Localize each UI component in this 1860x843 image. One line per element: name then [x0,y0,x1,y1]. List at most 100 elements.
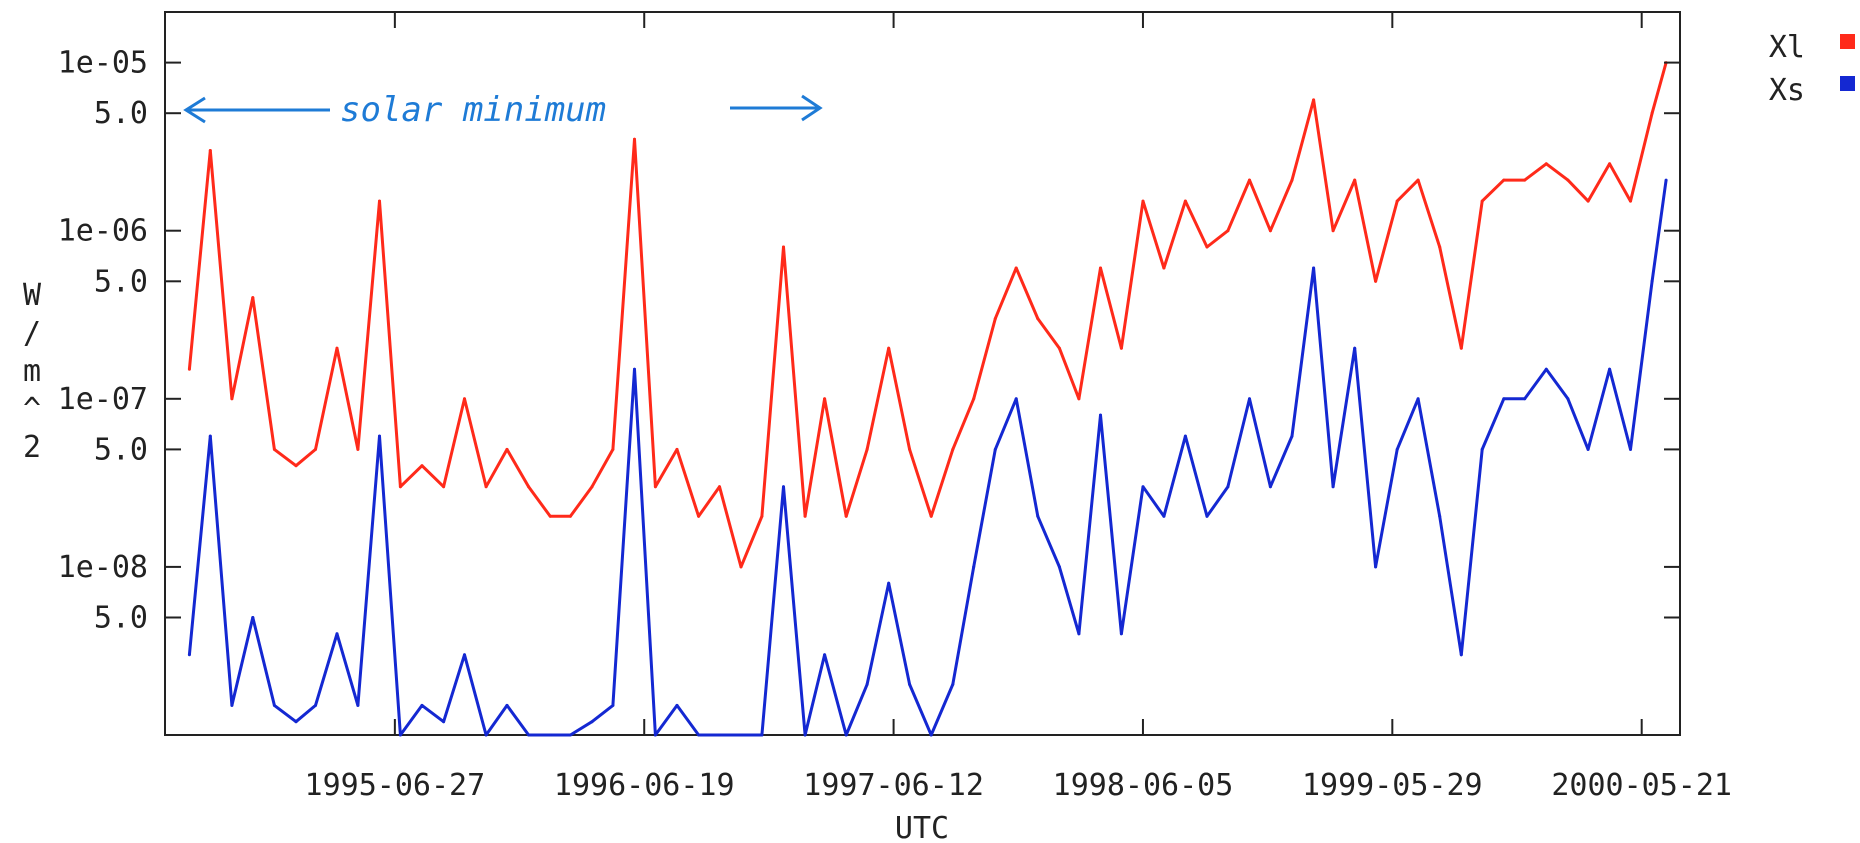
series-point-xl [1353,178,1357,182]
series-point-xs [718,733,721,737]
series-layer [187,61,1668,737]
series-point-xs [1014,397,1018,401]
series-point-xl [675,447,679,451]
x-axis-label: UTC [895,811,949,843]
series-point-xl [484,485,488,489]
series-point-xs [1036,514,1040,518]
series-point-xl [208,149,212,152]
series-point-xl [1099,266,1102,270]
y-tick-label: 5.0 [94,432,148,467]
series-point-xl [1480,199,1484,203]
series-point-xs [568,733,572,737]
series-point-xl [633,137,636,141]
series-point-xs [442,720,446,724]
x-tick-label: 1999-05-29 [1302,768,1483,803]
series-point-xs [230,703,234,707]
series-point-xl [1438,245,1442,249]
y-axis-label-char: ^ [23,392,41,427]
series-point-xs [505,703,509,707]
series-point-xs [1395,447,1399,451]
series-point-xs [993,447,997,451]
series-point-xl [230,397,234,401]
series-point-xl [527,485,531,489]
series-point-xs [1502,397,1506,401]
series-point-xs [314,703,317,707]
series-point-xl [1374,279,1378,283]
series-point-xs [272,703,276,707]
series-point-xs [782,485,785,489]
y-axis-label-char: W [23,278,42,313]
series-point-xl [548,514,552,518]
y-tick-label: 5.0 [94,601,148,636]
series-point-xl [1290,178,1294,182]
y-axis-label: W/m^2 [23,278,42,465]
series-point-xs [1416,397,1420,401]
series-point-xl [590,485,594,489]
series-point-xs [1544,367,1548,371]
series-point-xl [398,485,402,489]
series-point-xl [760,514,764,518]
series-point-xs [1353,346,1357,350]
x-tick-label: 1996-06-19 [554,768,735,803]
series-point-xs [887,581,891,585]
series-point-xl [697,514,701,518]
series-point-xs [697,733,701,737]
series-point-xl [718,485,721,489]
series-point-xs [527,733,531,737]
series-point-xl [187,367,191,371]
series-point-xs [356,703,360,707]
series-point-xl [739,565,743,569]
series-point-xs [1331,485,1335,489]
series-point-xl [1226,229,1230,233]
series-point-xl [1629,199,1632,203]
series-point-xl [844,514,848,518]
series-point-xl [1183,199,1187,203]
series-point-xs [335,632,339,636]
legend-swatch-xs [1840,76,1855,91]
series-point-xs [1099,413,1102,417]
series-point-xs [760,733,764,737]
series-point-xs [294,720,298,724]
series-point-xs [1226,485,1230,489]
y-tick-label: 1e-08 [58,550,148,585]
x-tick-label: 1998-06-05 [1053,768,1234,803]
series-point-xl [908,447,912,451]
series-point-xl [993,317,997,321]
series-point-xs [548,733,552,737]
series-point-xl [1141,199,1145,203]
y-axis-label-char: m [23,354,41,389]
series-point-xl [251,296,255,300]
series-point-xs [1119,632,1123,636]
series-point-xs [908,682,912,686]
x-axis: 1995-06-27 1996-06-19 1997-06-12 1998-06-05… [305,12,1732,803]
y-tick-label: 1e-06 [58,214,148,249]
solar-minimum-annotation: solar minimum [183,90,823,130]
y-tick-label: 1e-07 [58,382,148,417]
series-point-xs [1290,434,1294,438]
series-point-xs [251,616,255,619]
series-point-xs [1650,279,1654,283]
series-point-xs [972,565,976,569]
x-tick-label: 1995-06-27 [305,768,486,803]
series-point-xs [951,682,955,686]
series-point-xs [1162,514,1166,518]
series-point-xs [739,733,743,737]
series-point-xl [1119,346,1123,350]
series-point-xl [1586,199,1590,203]
y-axis-label-char: 2 [23,430,41,465]
series-point-xs [484,733,488,737]
series-line-xl [187,62,1668,569]
series-point-xl [1077,397,1081,401]
series-point-xs [1480,447,1484,451]
series-point-xs [208,434,212,438]
series-point-xl [378,199,381,203]
series-point-xs [929,733,933,737]
series-point-xl [803,514,807,518]
series-point-xl [1057,346,1061,350]
series-point-xl [1416,178,1420,182]
series-point-xl [335,346,339,350]
series-point-xl [505,447,509,451]
svg-text:solar minimum: solar minimum [340,90,606,130]
series-point-xl [420,464,424,468]
legend: Xl Xs [1769,30,1855,108]
